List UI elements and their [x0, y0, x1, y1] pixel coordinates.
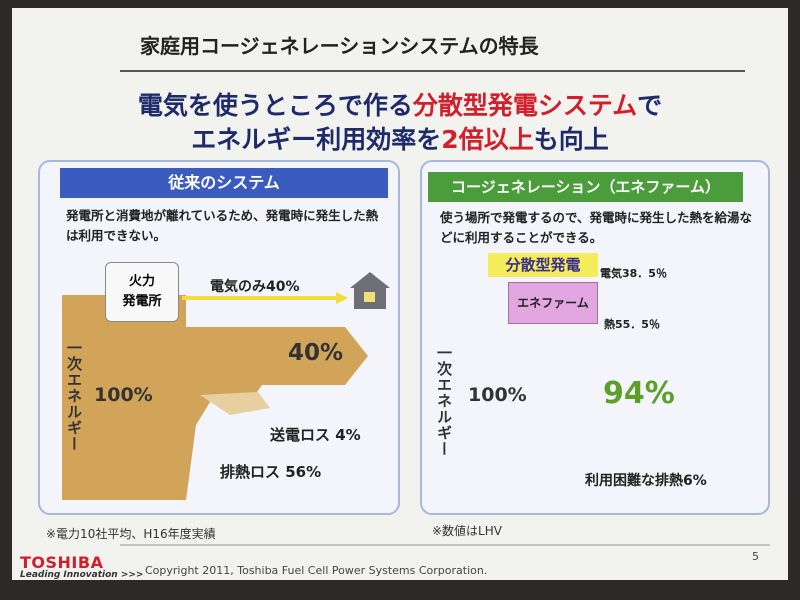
- panel: [420, 160, 770, 515]
- slide-title: 家庭用コージェネレーションシステムの特長: [140, 34, 539, 58]
- headline-emphasis: 分散型発電システム: [412, 91, 638, 120]
- headline-text: で: [637, 91, 663, 120]
- unit-box: エネファーム: [508, 282, 598, 324]
- headline-line: エネルギー利用効率を2倍以上も向上: [0, 120, 800, 156]
- vertical-label: 一次エネルギー: [65, 340, 83, 452]
- copyright: Copyright 2011, Toshiba Fuel Cell Power …: [145, 564, 488, 577]
- output-value: 94%: [603, 376, 675, 411]
- loss-label: 送電ロス 4%: [270, 426, 361, 444]
- power-plant: 火力 発電所: [105, 262, 179, 322]
- flow-label: 電気38．5％: [600, 267, 667, 280]
- flow-label: 電気のみ40%: [210, 279, 300, 295]
- headline-text: 電気を使うところで作る: [137, 91, 413, 120]
- loss-label: 排熱ロス 56%: [220, 463, 322, 481]
- footnote: ※電力10社平均、H16年度実績: [46, 527, 216, 541]
- headline-emphasis: 2倍以上: [441, 125, 534, 154]
- output-value: 40%: [288, 340, 344, 366]
- panel-description: 使う場所で発電するので、発電時に発生した熱を給湯などに利用することができる。: [440, 210, 753, 245]
- panel-description: 発電所と消費地が離れているため、発電時に発生した熱は利用できない。: [66, 208, 379, 243]
- badge: 分散型発電: [488, 253, 598, 277]
- plant-label: 発電所: [122, 294, 162, 309]
- house-window: [364, 292, 375, 302]
- title-rule: [120, 70, 745, 72]
- panel-header: 従来のシステム: [60, 168, 388, 198]
- panel-header: コージェネレーション（エネファーム）: [428, 172, 743, 202]
- page-number: 5: [752, 550, 759, 563]
- headline-text: エネルギー利用効率を: [191, 125, 442, 154]
- headline-line: 電気を使うところで作る分散型発電システムで: [0, 86, 800, 122]
- input-value: 100%: [94, 384, 153, 406]
- tagline: Leading Innovation >>>: [20, 570, 144, 580]
- flow-label: 熱55．5％: [604, 318, 660, 331]
- vertical-label: 一次エネルギー: [435, 345, 453, 457]
- headline-text: も向上: [533, 125, 609, 154]
- brand: TOSHIBA: [20, 553, 104, 572]
- loss-flow: [200, 392, 270, 415]
- input-value: 100%: [468, 384, 527, 406]
- plant-label: 火力: [128, 274, 155, 289]
- loss-label: 利用困難な排熱6%: [585, 473, 707, 489]
- footnote: ※数値はLHV: [432, 524, 502, 538]
- arrowhead: [336, 292, 348, 304]
- house-roof: [350, 272, 390, 288]
